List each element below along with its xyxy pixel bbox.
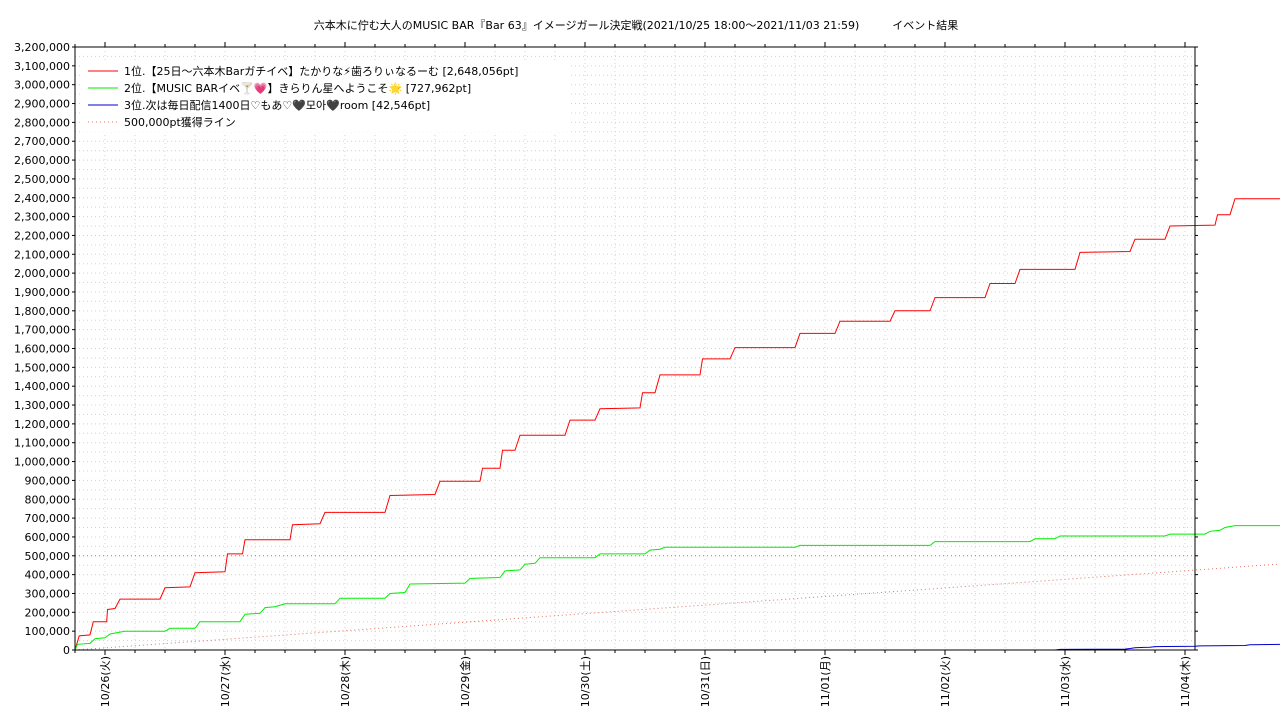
y-tick-label: 1,400,000 [14, 380, 70, 393]
y-tick-label: 3,100,000 [14, 60, 70, 73]
y-tick-label: 2,300,000 [14, 211, 70, 224]
series-lines [74, 198, 1280, 651]
x-tick-label: 11/01(月) [819, 656, 832, 707]
y-tick-label: 1,100,000 [14, 437, 70, 450]
y-tick-label: 1,800,000 [14, 305, 70, 318]
legend-entry-3: 3位.次は毎日配信1400日♡もあ♡🖤모아🖤room [42,546pt] [124, 98, 430, 112]
y-tick-label: 2,000,000 [14, 267, 70, 280]
x-tick-label: 10/27(水) [219, 656, 232, 707]
y-tick-label: 1,200,000 [14, 418, 70, 431]
grid [74, 46, 1195, 651]
y-tick-label: 900,000 [25, 474, 71, 487]
y-tick-label: 2,200,000 [14, 229, 70, 242]
series-line-3 [1054, 643, 1280, 651]
chart-title: 六本木に佇む大人のMUSIC BAR『Bar 63』イメージガール決定戦(202… [313, 19, 959, 32]
y-tick-label: 1,000,000 [14, 456, 70, 469]
y-tick-label: 2,100,000 [14, 248, 70, 261]
y-tick-label: 300,000 [25, 587, 71, 600]
series-line-2 [74, 525, 1280, 651]
y-tick-label: 2,600,000 [14, 154, 70, 167]
y-tick-label: 2,700,000 [14, 135, 70, 148]
y-tick-label: 800,000 [25, 493, 71, 506]
x-tick-label: 10/30(土) [579, 656, 592, 707]
x-tick-label: 11/03(水) [1059, 656, 1072, 707]
series-line-1 [74, 198, 1280, 651]
y-tick-label: 2,400,000 [14, 192, 70, 205]
y-tick-label: 700,000 [25, 512, 71, 525]
series-line-4 [74, 563, 1280, 651]
legend-entry-2: 2位.【MUSIC BARイベ🍸💗】きらりん星へようこそ🌟 [727,962pt… [124, 81, 471, 95]
y-tick-label: 1,700,000 [14, 324, 70, 337]
x-tick-label: 11/02(火) [939, 656, 952, 707]
axes [72, 42, 1198, 655]
y-tick-label: 3,200,000 [14, 41, 70, 54]
x-tick-label: 10/29(金) [458, 656, 472, 707]
legend-entry-4: 500,000pt獲得ライン [124, 116, 236, 129]
y-tick-label: 1,600,000 [14, 343, 70, 356]
y-tick-label: 100,000 [25, 625, 71, 638]
y-tick-label: 2,900,000 [14, 98, 70, 111]
x-tick-label: 10/26(火) [99, 656, 112, 707]
y-tick-label: 200,000 [25, 606, 71, 619]
y-tick-label: 3,000,000 [14, 79, 70, 92]
y-axis-labels: 0 100,000 200,000 300,000 400,000 500,000 600,… [14, 41, 70, 657]
x-axis-labels: 10/26(火) 10/27(水) 10/28(木) 10/29(金) 10/30(土)… [99, 656, 1192, 707]
legend-background [80, 60, 570, 132]
y-tick-label: 500,000 [25, 550, 71, 563]
y-tick-label: 1,900,000 [14, 286, 70, 299]
x-tick-label: 10/31(日) [699, 656, 712, 707]
y-tick-label: 2,800,000 [14, 116, 70, 129]
y-tick-label: 400,000 [25, 569, 71, 582]
y-tick-label: 1,300,000 [14, 399, 70, 412]
y-tick-label: 1,500,000 [14, 361, 70, 374]
y-tick-label: 2,500,000 [14, 173, 70, 186]
legend: 1位.【25日～六本木Barガチイベ】たかりな⚡歯ろりぃなるーむ [2,648,… [80, 60, 570, 132]
y-tick-label: 0 [63, 644, 70, 657]
x-tick-label: 10/28(木) [339, 656, 352, 707]
legend-entry-1: 1位.【25日～六本木Barガチイベ】たかりな⚡歯ろりぃなるーむ [2,648,… [124, 64, 518, 78]
y-tick-label: 600,000 [25, 531, 71, 544]
x-tick-label: 11/04(木) [1179, 656, 1192, 707]
